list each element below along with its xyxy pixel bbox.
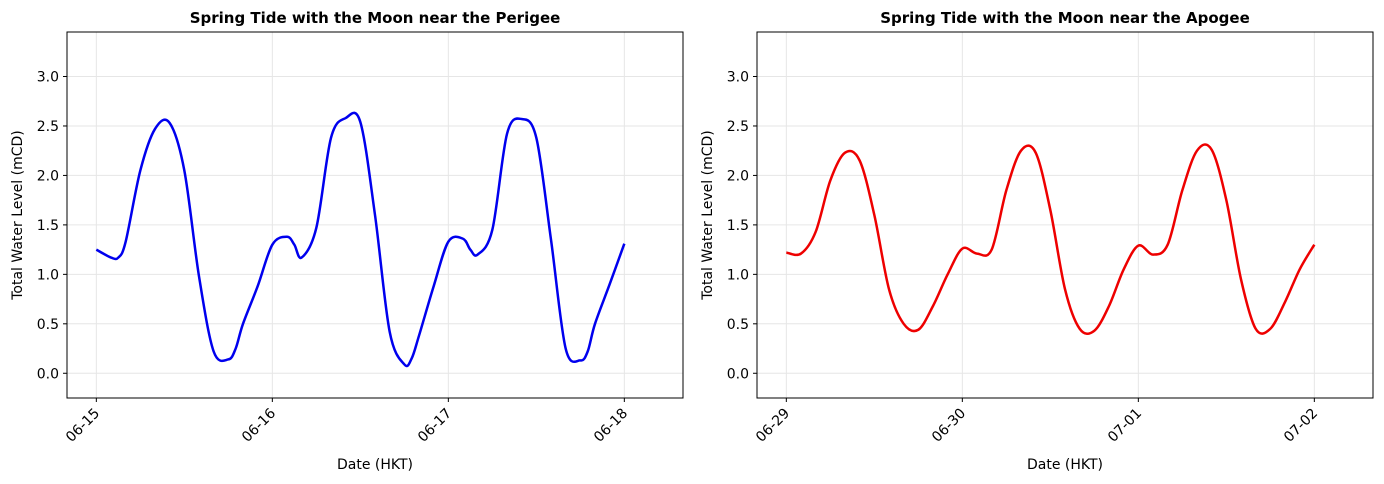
x-axis-label: Date (HKT) xyxy=(1027,457,1103,473)
y-tick-label: 1.5 xyxy=(727,218,749,234)
y-tick-label: 1.5 xyxy=(37,218,59,234)
x-tick-label: 06-29 xyxy=(753,406,793,446)
x-axis-label: Date (HKT) xyxy=(337,457,413,473)
y-tick-label: 0.5 xyxy=(727,317,749,333)
series-line xyxy=(95,111,626,368)
y-tick-label: 3.0 xyxy=(727,70,749,86)
y-tick-label: 1.0 xyxy=(37,267,59,283)
y-tick-label: 3.0 xyxy=(37,70,59,86)
x-tick-label: 06-17 xyxy=(415,406,455,446)
y-tick-label: 0.5 xyxy=(37,317,59,333)
x-tick-label: 07-02 xyxy=(1281,406,1321,446)
y-tick-label: 2.0 xyxy=(727,168,749,184)
plot-frame xyxy=(66,31,684,399)
x-tick-label: 06-30 xyxy=(929,406,969,446)
chart-panel-2: 0.0 0.5 1.0 1.5 2.0 2.5 3.0 06-29 06-30 07-01 07-0… xyxy=(700,9,1374,473)
chart-title: Spring Tide with the Moon near the Perig… xyxy=(190,9,561,27)
chart-title: Spring Tide with the Moon near the Apoge… xyxy=(880,9,1250,27)
chart-panel-1: 0.0 0.5 1.0 1.5 2.0 2.5 3.0 06-15 06-16 06-17 06-1… xyxy=(10,9,684,473)
x-tick-label: 07-01 xyxy=(1105,406,1145,446)
series-line xyxy=(786,143,1316,336)
y-axis-label: Total Water Level (mCD) xyxy=(10,130,26,301)
x-tick-label: 06-18 xyxy=(591,406,631,446)
y-tick-label: 0.0 xyxy=(727,366,749,382)
y-tick-label: 0.0 xyxy=(37,366,59,382)
y-tick-label: 2.5 xyxy=(727,119,749,135)
y-tick-label: 2.5 xyxy=(37,119,59,135)
y-tick-label: 2.0 xyxy=(37,168,59,184)
y-tick-label: 1.0 xyxy=(727,267,749,283)
x-tick-label: 06-15 xyxy=(63,406,103,446)
plot-frame xyxy=(756,31,1374,399)
x-tick-label: 06-16 xyxy=(239,405,279,445)
y-axis-label: Total Water Level (mCD) xyxy=(700,130,716,301)
